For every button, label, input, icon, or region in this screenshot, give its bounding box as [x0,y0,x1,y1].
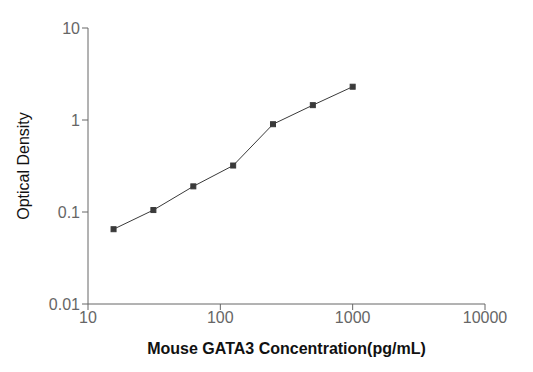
svg-text:100: 100 [207,309,234,326]
svg-text:1: 1 [71,112,80,129]
svg-text:0.1: 0.1 [58,204,80,221]
svg-text:Mouse GATA3 Concentration(pg/m: Mouse GATA3 Concentration(pg/mL) [147,340,426,357]
svg-text:0.01: 0.01 [49,296,80,313]
svg-text:Optical Density: Optical Density [15,112,32,220]
svg-text:1000: 1000 [335,309,371,326]
svg-text:10: 10 [79,309,97,326]
svg-text:10: 10 [62,20,80,37]
svg-text:10000: 10000 [463,309,508,326]
